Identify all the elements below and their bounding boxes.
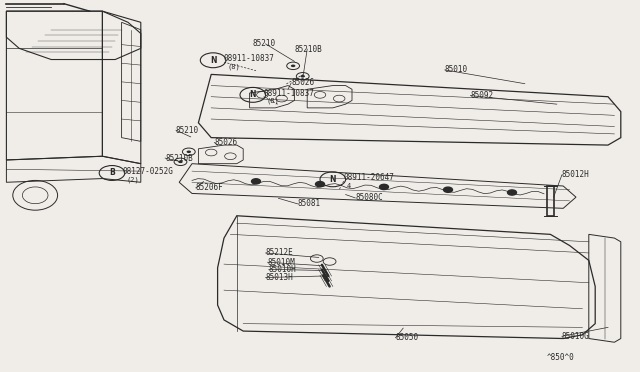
Text: 85026: 85026 <box>291 78 314 87</box>
Text: 4: 4 <box>347 183 351 189</box>
Text: 08127-0252G: 08127-0252G <box>123 167 173 176</box>
Text: N: N <box>210 56 216 65</box>
Circle shape <box>444 187 452 192</box>
Text: 85206F: 85206F <box>196 183 223 192</box>
Circle shape <box>508 190 516 195</box>
Text: 85010M: 85010M <box>268 258 295 267</box>
Text: 08911-20647: 08911-20647 <box>344 173 394 182</box>
Text: N: N <box>330 175 336 184</box>
Text: 08911-10837: 08911-10837 <box>264 89 314 97</box>
Text: 85210B: 85210B <box>165 154 193 163</box>
Text: B: B <box>109 169 115 177</box>
Text: 85210B: 85210B <box>294 45 322 54</box>
Text: 85013H: 85013H <box>266 273 293 282</box>
Text: (8): (8) <box>227 63 240 70</box>
Text: 85010: 85010 <box>445 65 468 74</box>
Text: 85092: 85092 <box>470 91 493 100</box>
Text: 85050: 85050 <box>396 333 419 342</box>
Text: 85210: 85210 <box>253 39 276 48</box>
Circle shape <box>178 161 183 163</box>
Text: 85012H: 85012H <box>562 170 589 179</box>
Circle shape <box>291 65 296 67</box>
Circle shape <box>316 182 324 187</box>
Text: 85212E: 85212E <box>266 248 293 257</box>
Circle shape <box>301 75 305 78</box>
Text: (8): (8) <box>267 98 280 105</box>
Text: 85080C: 85080C <box>355 193 383 202</box>
Text: 08911-10837: 08911-10837 <box>224 54 275 63</box>
Text: 85081: 85081 <box>298 199 321 208</box>
Circle shape <box>252 179 260 184</box>
Text: 85010H: 85010H <box>269 265 296 274</box>
Text: (2): (2) <box>126 176 139 183</box>
Circle shape <box>186 151 191 153</box>
Circle shape <box>380 185 388 190</box>
Text: 85010G: 85010G <box>562 332 589 341</box>
Text: 85026: 85026 <box>214 138 237 147</box>
Text: ^850^0: ^850^0 <box>547 353 575 362</box>
Text: N: N <box>250 90 256 99</box>
Text: 85210: 85210 <box>176 126 199 135</box>
